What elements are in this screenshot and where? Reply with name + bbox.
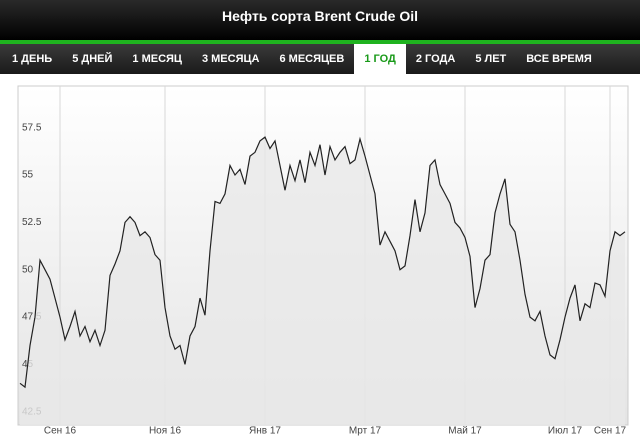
- period-tab[interactable]: 3 МЕСЯЦА: [201, 53, 260, 65]
- x-tick-label: Ноя 16: [149, 426, 182, 437]
- x-tick-label: Сен 17: [594, 426, 627, 437]
- header-accent: [0, 40, 640, 44]
- period-tabs: 1 ДЕНЬ 5 ДНЕЙ 1 МЕСЯЦ 3 МЕСЯЦА 6 МЕСЯЦЕВ 1 ГО…: [0, 44, 640, 74]
- x-tick-label: Мрт 17: [349, 426, 382, 437]
- y-tick-label: 47.5: [22, 312, 42, 323]
- period-tab[interactable]: 6 МЕСЯЦЕВ: [279, 53, 345, 65]
- period-tab[interactable]: 1 ГОД: [354, 44, 406, 74]
- header: Нефть сорта Brent Crude Oil: [0, 0, 640, 40]
- y-tick-label: 55: [22, 170, 34, 181]
- period-tab[interactable]: 1 МЕСЯЦ: [132, 53, 182, 65]
- period-tab[interactable]: 5 ДНЕЙ: [72, 53, 113, 65]
- y-tick-label: 57.5: [22, 122, 42, 133]
- x-tick-label: Янв 17: [249, 426, 281, 437]
- y-tick-label: 50: [22, 264, 34, 275]
- area: [20, 137, 625, 425]
- y-tick-label: 52.5: [22, 217, 42, 228]
- x-tick-label: Май 17: [448, 426, 482, 437]
- x-tick-label: Июл 17: [548, 426, 583, 437]
- x-tick-label: Сен 16: [44, 426, 77, 437]
- period-tab[interactable]: 1 ДЕНЬ: [12, 53, 53, 65]
- period-tab[interactable]: 2 ГОДА: [415, 53, 456, 65]
- period-tab[interactable]: 5 ЛЕТ: [475, 53, 507, 65]
- line: [19, 136, 626, 389]
- period-tab[interactable]: ВСЕ ВРЕМЯ: [526, 53, 592, 65]
